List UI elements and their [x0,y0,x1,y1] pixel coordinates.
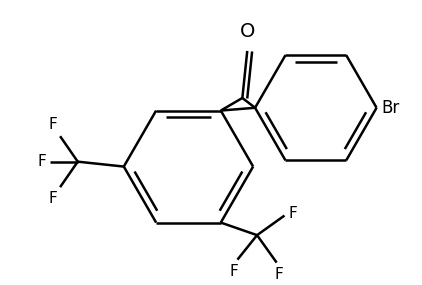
Text: F: F [274,268,283,282]
Text: F: F [288,206,297,221]
Text: O: O [240,22,255,41]
Text: F: F [229,264,238,278]
Text: F: F [49,191,57,206]
Text: F: F [38,154,46,169]
Text: F: F [49,117,57,132]
Text: Br: Br [381,99,400,117]
